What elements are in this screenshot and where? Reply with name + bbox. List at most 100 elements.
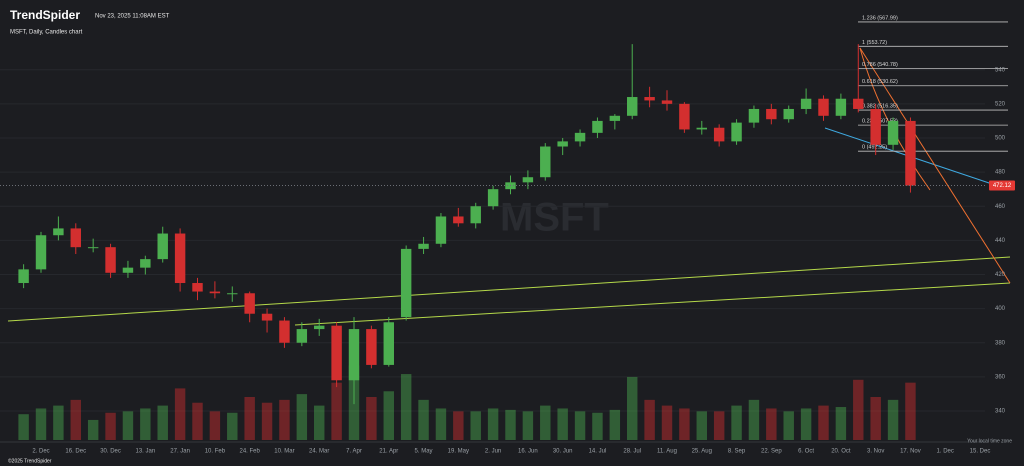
volume-bar xyxy=(609,409,621,440)
trendline xyxy=(7,256,1011,322)
y-tick-label: 460 xyxy=(995,204,1006,210)
volume-bar xyxy=(887,399,899,440)
trendline xyxy=(859,47,931,191)
chart-title: MSFT, Daily, Candles chart xyxy=(10,30,83,36)
candle-body xyxy=(192,283,203,292)
volume-bar xyxy=(331,382,342,440)
candle-body xyxy=(296,329,308,343)
candle-body xyxy=(627,97,638,116)
y-tick-label: 480 xyxy=(995,170,1006,176)
candle-body xyxy=(314,325,325,330)
last-price-box xyxy=(989,180,1015,191)
candle-body xyxy=(853,98,864,109)
candle-body xyxy=(748,108,760,123)
volume-bar xyxy=(279,399,290,440)
volume-bar xyxy=(400,374,412,440)
timestamp: Nov 23, 2025 11:08AM EST xyxy=(95,14,170,20)
candle-body xyxy=(70,228,81,248)
x-tick-label: 17. Nov xyxy=(900,449,921,455)
candle-body xyxy=(383,322,394,365)
x-tick-label: 25. Aug xyxy=(692,449,712,455)
candle-body xyxy=(783,108,794,120)
candle-body xyxy=(435,216,447,244)
candle-body xyxy=(818,98,829,116)
volume-bar xyxy=(505,409,516,440)
candle-body xyxy=(227,293,238,295)
x-tick-label: 15. Dec xyxy=(970,449,991,455)
volume-bar xyxy=(70,399,81,440)
volume-bar xyxy=(261,402,273,440)
volume-bar xyxy=(592,412,603,440)
volume-bar xyxy=(800,408,812,440)
volume-bar xyxy=(87,419,99,440)
x-tick-label: 19. May xyxy=(448,449,469,455)
x-tick-label: 11. Aug xyxy=(657,449,677,455)
y-tick-label: 400 xyxy=(995,306,1006,312)
candle-body xyxy=(870,108,881,145)
candle-body xyxy=(174,233,186,284)
x-tick-label: 3. Nov xyxy=(867,449,884,455)
candle-body xyxy=(122,267,134,273)
candle-body xyxy=(679,103,690,130)
volume-bar xyxy=(783,411,794,440)
volume-bar xyxy=(174,388,186,440)
watermark: MSFT xyxy=(500,196,609,240)
volume-bar xyxy=(574,411,586,440)
x-tick-label: 8. Sep xyxy=(728,449,746,455)
trendline xyxy=(294,282,1011,326)
x-tick-label: 16. Dec xyxy=(65,449,86,455)
fib-label: 1 (553.72) xyxy=(862,40,887,46)
candle-body xyxy=(592,120,603,133)
x-tick-label: 1. Dec xyxy=(937,449,954,455)
volume-bar xyxy=(557,408,568,440)
y-tick-label: 540 xyxy=(995,67,1006,73)
volume-bar xyxy=(366,397,377,440)
x-tick-label: 5. May xyxy=(415,449,433,455)
candle-body xyxy=(487,189,499,207)
candle-body xyxy=(887,120,899,145)
volume-bar xyxy=(905,382,916,440)
x-tick-label: 24. Mar xyxy=(309,449,329,455)
volume-bar xyxy=(818,405,829,440)
candle-body xyxy=(453,216,464,224)
y-tick-label: 440 xyxy=(995,238,1006,244)
x-tick-label: 14. Jul xyxy=(589,449,607,455)
volume-bar xyxy=(522,411,534,440)
volume-bar xyxy=(766,408,777,440)
candle-body xyxy=(209,291,221,294)
x-tick-label: 20. Oct xyxy=(831,449,851,455)
volume-bar xyxy=(383,391,394,440)
volume-bar xyxy=(192,402,203,440)
volume-bar xyxy=(122,411,134,440)
y-tick-label: 500 xyxy=(995,136,1006,142)
last-price-label: 472.12 xyxy=(993,183,1012,189)
volume-bar xyxy=(870,397,881,440)
candle-body xyxy=(418,243,429,249)
volume-bar xyxy=(696,411,707,440)
candle-body xyxy=(574,132,586,142)
candle-body xyxy=(661,100,673,104)
y-tick-label: 380 xyxy=(995,340,1006,346)
x-tick-label: 22. Sep xyxy=(761,449,782,455)
volume-bar xyxy=(470,411,481,440)
volume-bar xyxy=(157,405,168,440)
volume-bar xyxy=(748,399,760,440)
volume-bar xyxy=(35,408,47,440)
fib-label: 0.786 (540.78) xyxy=(862,62,898,68)
candle-body xyxy=(713,127,725,142)
x-tick-label: 7. Apr xyxy=(346,449,362,455)
volume-bar xyxy=(140,408,151,440)
candle-body xyxy=(261,313,273,321)
volume-bar xyxy=(296,394,308,440)
x-tick-label: 16. Jun xyxy=(518,449,538,455)
candle-body xyxy=(348,329,360,381)
volume-bar xyxy=(853,379,864,440)
trendline xyxy=(859,47,1011,284)
candle-body xyxy=(522,177,534,183)
candle-body xyxy=(331,325,342,381)
y-tick-label: 360 xyxy=(995,374,1006,380)
volume-bar xyxy=(487,408,499,440)
trendline xyxy=(824,127,1011,191)
